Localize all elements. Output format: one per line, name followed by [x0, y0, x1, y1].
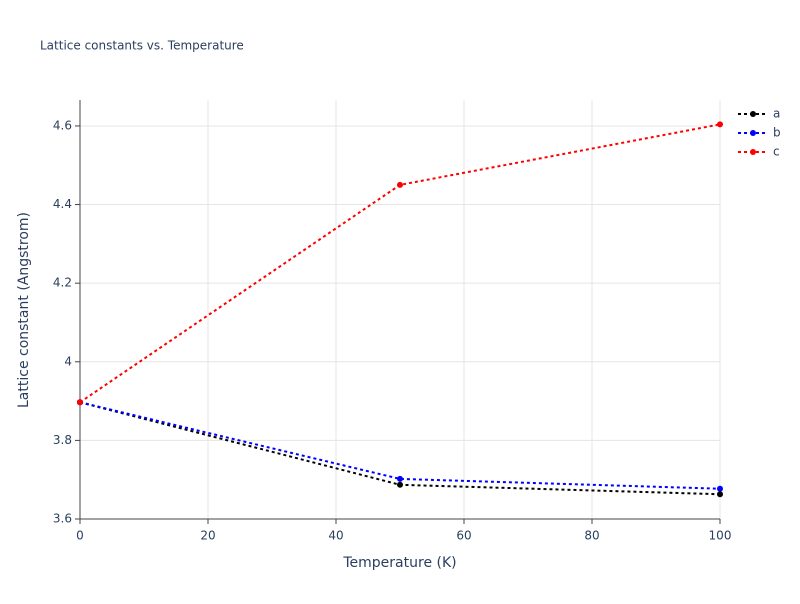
x-tick-label: 0: [76, 529, 84, 543]
x-axis-label: Temperature (K): [342, 555, 456, 571]
legend-marker: [750, 130, 756, 136]
y-tick-label: 4.4: [53, 197, 72, 211]
y-tick-label: 3.8: [53, 433, 72, 447]
point: [397, 481, 403, 488]
legend-label: b: [773, 126, 781, 140]
legend-marker: [750, 111, 756, 117]
y-tick-label: 4.2: [53, 276, 72, 290]
x-tick-label: 20: [200, 529, 215, 543]
x-tick-label: 80: [584, 529, 599, 543]
point: [397, 475, 403, 482]
x-tick-label: 60: [456, 529, 471, 543]
point: [397, 181, 403, 188]
x-tick-label: 100: [709, 529, 732, 543]
point: [717, 491, 723, 498]
legend-marker: [750, 149, 756, 155]
y-axis-label: Lattice constant (Angstrom): [16, 212, 32, 408]
series-line: [79, 401, 721, 490]
point: [77, 399, 83, 406]
y-tick-label: 3.6: [53, 512, 72, 526]
x-tick-label: 40: [328, 529, 343, 543]
point: [717, 485, 723, 492]
series-line: [79, 123, 721, 404]
y-tick-label: 4.6: [53, 118, 72, 132]
point: [717, 121, 723, 128]
y-tick-label: 4: [64, 354, 72, 368]
legend-label: c: [773, 145, 780, 159]
chart-title: Lattice constants vs. Temperature: [40, 39, 244, 53]
legend-label: a: [773, 107, 780, 121]
